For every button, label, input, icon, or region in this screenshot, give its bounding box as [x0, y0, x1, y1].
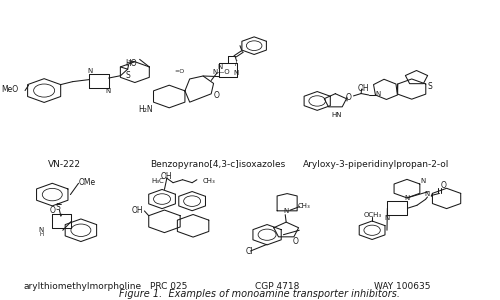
- Text: H₂N: H₂N: [138, 105, 152, 114]
- Text: O: O: [214, 91, 220, 100]
- Text: /: /: [236, 60, 238, 66]
- Text: N: N: [88, 68, 93, 74]
- Text: OCH₃: OCH₃: [364, 212, 382, 218]
- Text: S: S: [428, 82, 432, 91]
- Text: Aryloxy-3-piperidinylpropan-2-ol: Aryloxy-3-piperidinylpropan-2-ol: [303, 160, 450, 169]
- Text: OMe: OMe: [78, 178, 96, 187]
- Text: N: N: [425, 191, 430, 197]
- Text: OH: OH: [357, 84, 369, 93]
- Text: =O: =O: [174, 69, 185, 74]
- Text: CH₃: CH₃: [202, 178, 215, 184]
- Text: N: N: [375, 91, 380, 97]
- Text: O: O: [346, 93, 352, 102]
- Text: HO: HO: [126, 59, 138, 68]
- Text: CGP 4718: CGP 4718: [255, 282, 300, 291]
- Text: H: H: [40, 232, 44, 237]
- Text: O: O: [441, 181, 446, 190]
- Text: O: O: [293, 237, 298, 246]
- Text: H₃C: H₃C: [152, 178, 164, 184]
- Text: WAY 100635: WAY 100635: [374, 282, 431, 291]
- Text: N—O: N—O: [212, 68, 230, 74]
- Text: N: N: [385, 215, 390, 221]
- Text: Cl: Cl: [246, 247, 253, 256]
- Text: N: N: [38, 227, 44, 233]
- Text: N: N: [284, 208, 289, 214]
- Text: N: N: [405, 195, 410, 201]
- Text: HN: HN: [331, 112, 342, 118]
- Text: S: S: [56, 202, 60, 211]
- Text: Figure 1.  Examples of monoamine transporter inhibitors.: Figure 1. Examples of monoamine transpor…: [120, 289, 400, 298]
- Text: CH₃: CH₃: [298, 203, 310, 209]
- Text: N: N: [217, 64, 222, 70]
- Text: N: N: [105, 88, 110, 94]
- Text: VN-222: VN-222: [48, 160, 80, 169]
- Text: S: S: [126, 71, 130, 80]
- Text: O: O: [50, 206, 55, 215]
- Text: OH: OH: [132, 206, 143, 215]
- Text: MeO: MeO: [1, 85, 18, 94]
- Text: PRC 025: PRC 025: [150, 282, 188, 291]
- Text: N: N: [420, 178, 426, 184]
- Text: N: N: [234, 70, 238, 76]
- Text: OH: OH: [161, 172, 172, 181]
- Text: arylthiomethylmorpholine: arylthiomethylmorpholine: [24, 282, 142, 291]
- Text: Benzopyrano[4,3-c]isoxazoles: Benzopyrano[4,3-c]isoxazoles: [150, 160, 286, 169]
